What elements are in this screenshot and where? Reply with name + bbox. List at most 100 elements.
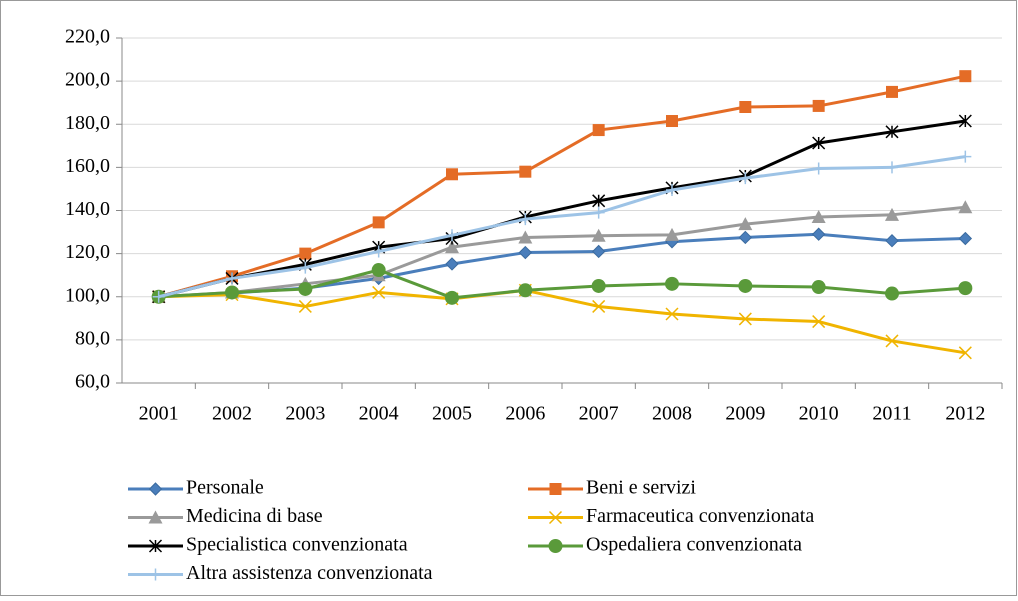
marker-shape	[812, 315, 826, 329]
marker-shape	[226, 272, 238, 285]
y-tick-label: 220,0	[65, 26, 110, 48]
marker-shape	[299, 261, 312, 274]
marker	[548, 539, 563, 553]
marker	[958, 200, 973, 214]
marker-shape	[371, 263, 386, 278]
legend-label: Altra assistenza convenzionata	[186, 562, 433, 584]
marker-shape	[445, 290, 459, 305]
marker-shape	[666, 184, 678, 197]
marker-shape	[885, 207, 899, 221]
marker-shape	[592, 124, 605, 137]
y-tick-label: 120,0	[65, 241, 110, 263]
x-tick-label: 2010	[799, 403, 839, 425]
marker-shape	[519, 165, 532, 178]
x-tick-label: 2004	[359, 403, 399, 425]
marker	[518, 283, 533, 298]
series-line	[158, 268, 966, 300]
x-tick-label: 2007	[579, 403, 619, 425]
marker-shape	[958, 281, 973, 296]
marker	[885, 334, 899, 348]
marker	[739, 101, 752, 113]
y-tick-label: 160,0	[65, 155, 110, 177]
marker-shape	[666, 115, 678, 128]
marker	[738, 278, 753, 293]
marker-shape	[665, 307, 679, 321]
marker	[666, 184, 678, 197]
marker-shape	[148, 482, 163, 496]
marker	[591, 278, 606, 293]
y-tick-label: 80,0	[75, 327, 110, 349]
marker-shape	[298, 299, 312, 313]
marker-shape	[591, 228, 606, 242]
marker	[885, 125, 899, 139]
marker-shape	[958, 231, 973, 246]
marker-shape	[148, 539, 163, 553]
marker-shape	[298, 281, 313, 296]
marker-shape	[372, 216, 385, 229]
marker-shape	[886, 85, 898, 98]
marker-shape	[592, 206, 605, 219]
marker	[549, 483, 562, 495]
marker-shape	[811, 209, 826, 223]
marker	[372, 245, 385, 258]
marker	[738, 217, 753, 231]
marker-shape	[958, 114, 972, 128]
marker	[299, 261, 312, 274]
marker	[959, 70, 972, 83]
marker-shape	[548, 510, 563, 525]
marker-shape	[591, 244, 606, 259]
marker-shape	[548, 539, 563, 553]
marker-shape	[665, 227, 679, 241]
marker	[299, 247, 312, 260]
marker-shape	[885, 286, 899, 301]
marker	[959, 150, 972, 163]
marker-shape	[811, 227, 826, 241]
marker	[665, 227, 679, 241]
legend-label: Medicina di base	[186, 505, 323, 527]
marker	[591, 228, 606, 242]
marker-shape	[738, 217, 753, 231]
marker	[148, 510, 163, 524]
marker-shape	[592, 194, 606, 208]
marker	[445, 290, 459, 305]
marker	[446, 168, 458, 181]
marker	[958, 231, 973, 246]
marker-shape	[149, 568, 162, 581]
marker-shape	[299, 247, 312, 260]
marker	[518, 245, 533, 260]
y-tick-label: 200,0	[65, 69, 110, 91]
marker	[738, 312, 752, 326]
marker-shape	[372, 285, 386, 299]
marker-shape	[739, 172, 752, 185]
marker	[446, 229, 458, 242]
marker	[738, 230, 753, 245]
series-line	[158, 155, 966, 299]
x-tick-label: 2002	[212, 403, 252, 425]
marker	[548, 510, 563, 525]
marker	[226, 272, 238, 285]
series-line	[158, 205, 966, 299]
marker-shape	[885, 233, 899, 248]
marker	[148, 539, 163, 553]
marker-shape	[886, 161, 898, 174]
marker-shape	[518, 230, 533, 244]
marker	[812, 99, 825, 112]
marker	[298, 281, 313, 296]
marker	[592, 299, 606, 313]
marker-shape	[885, 125, 899, 139]
marker	[665, 307, 679, 321]
marker-shape	[738, 230, 753, 245]
legend-label: Personale	[186, 477, 264, 499]
marker	[812, 136, 826, 150]
marker-shape	[518, 245, 533, 260]
marker-shape	[518, 283, 533, 298]
marker	[225, 285, 239, 300]
marker	[372, 285, 386, 299]
marker-shape	[446, 229, 458, 242]
marker	[148, 482, 163, 496]
legend-label: Farmaceutica convenzionata	[586, 505, 814, 527]
marker-shape	[812, 162, 825, 175]
marker	[149, 568, 162, 581]
marker-shape	[591, 278, 606, 293]
series-line	[158, 288, 966, 355]
